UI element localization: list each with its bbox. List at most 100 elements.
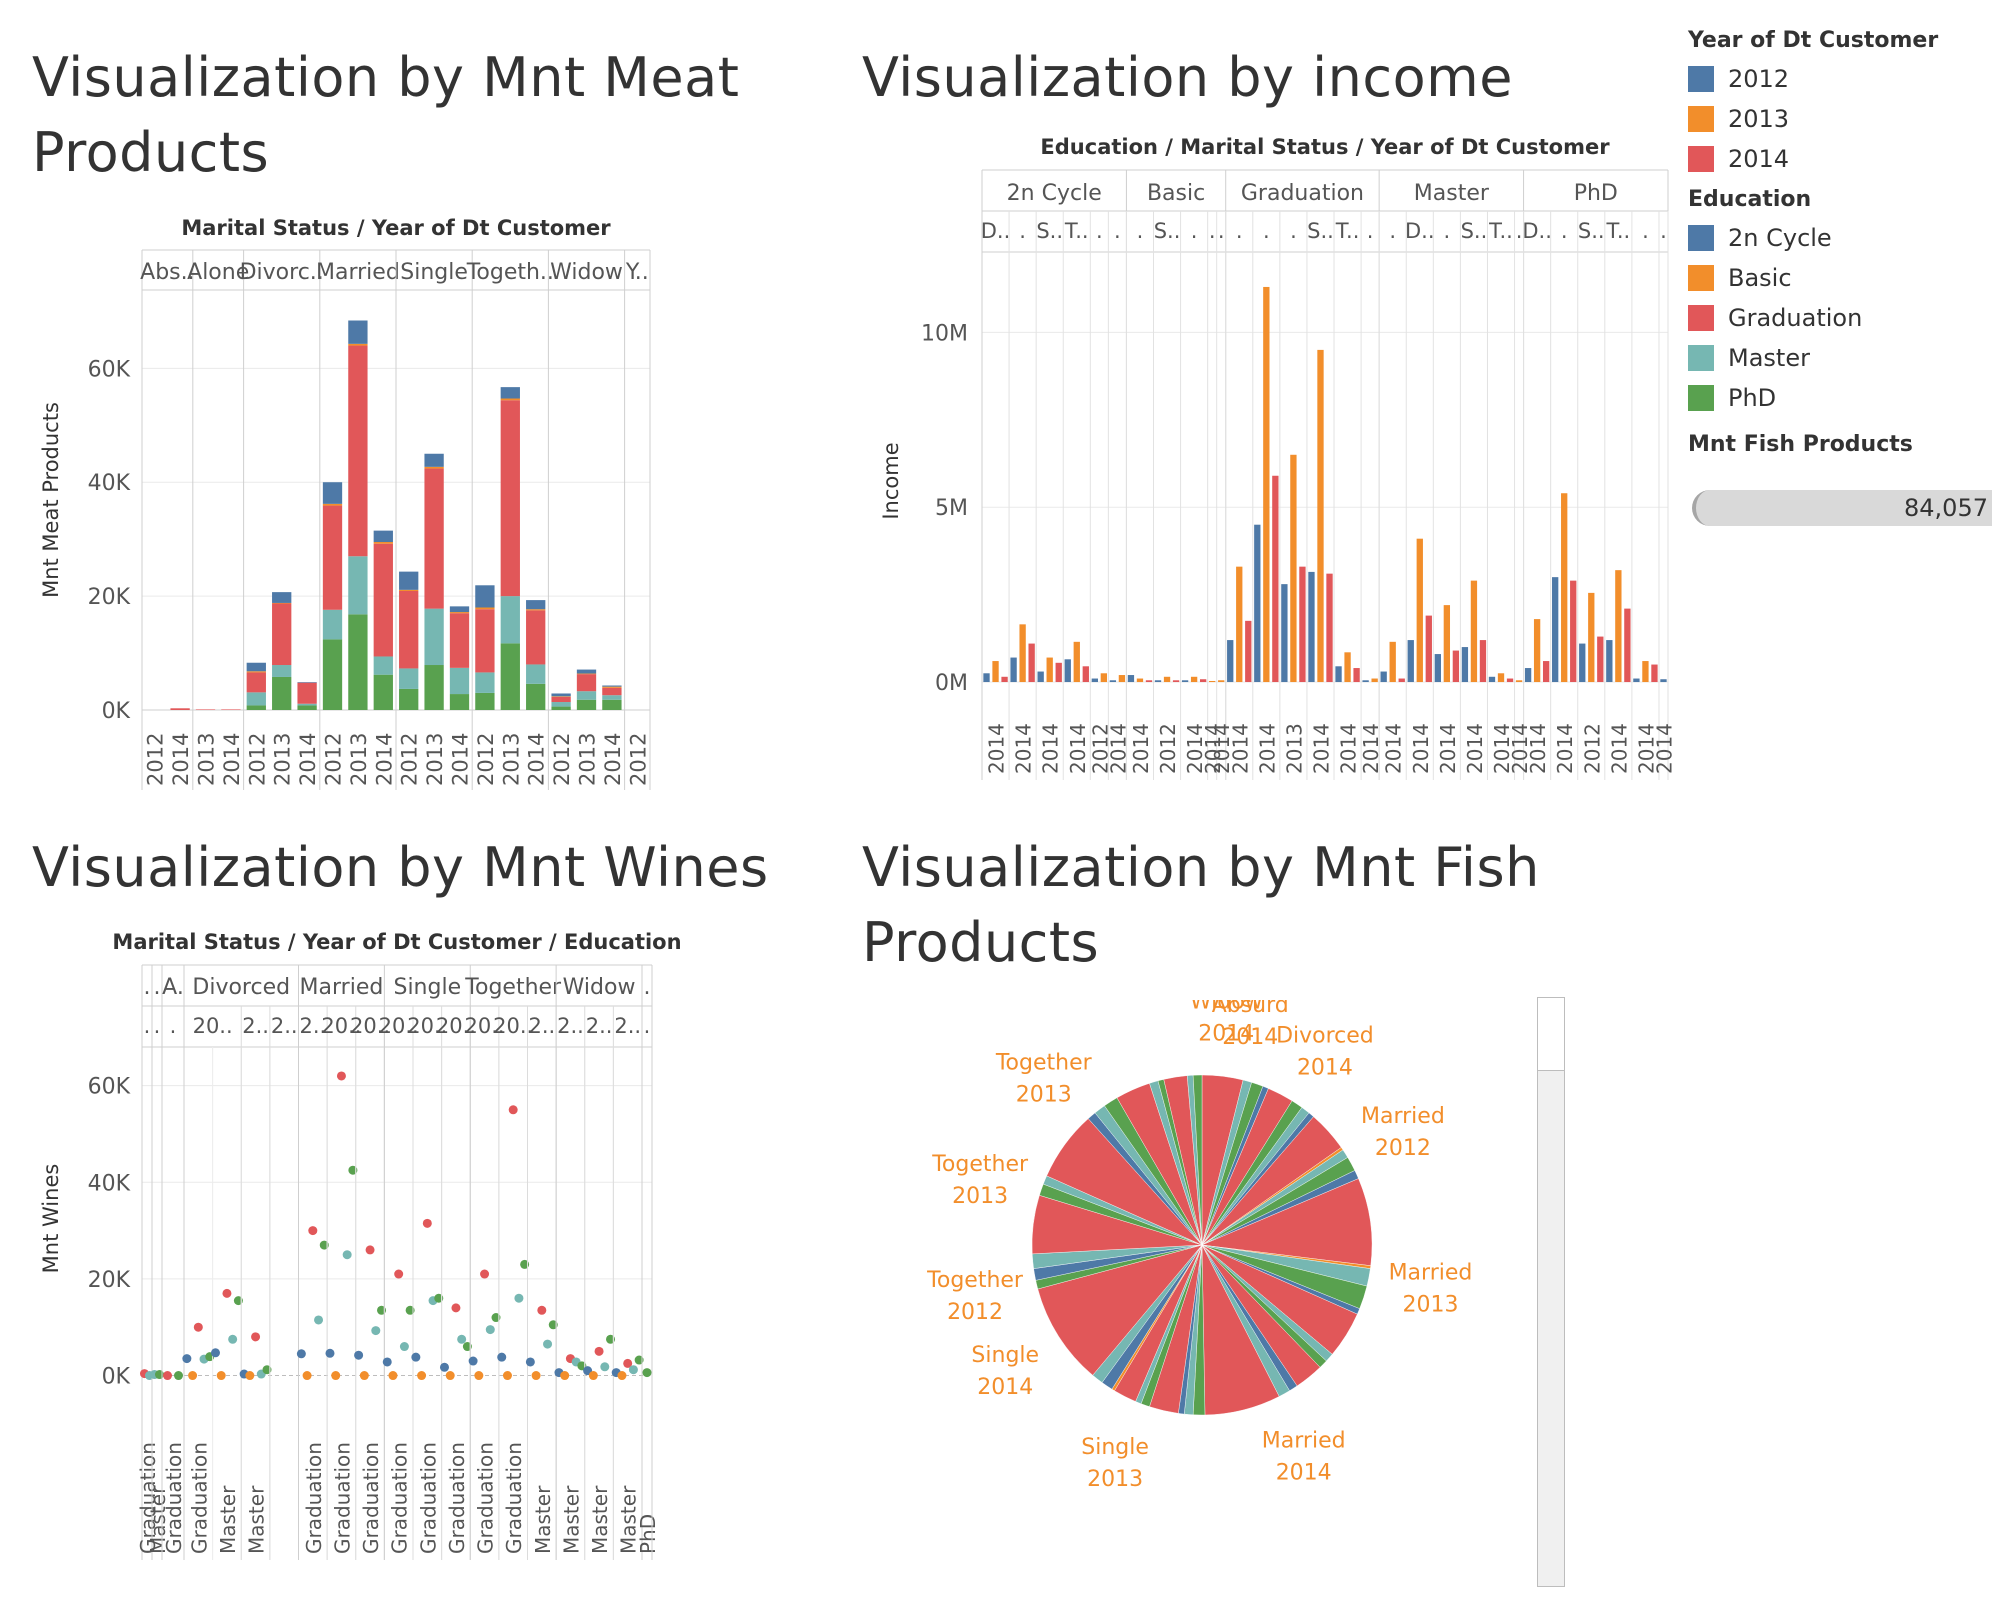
wines-x-tick: Master [559,1485,583,1554]
income-chart: Education / Marital Status / Year of Dt … [879,135,1676,780]
legend-year-title: Year of Dt Customer [1688,28,1939,53]
fish-products-filter[interactable]: 84,057 [1692,490,1992,526]
income-bar [983,673,990,683]
meat-bar-segment [373,543,393,657]
income-bar [1181,680,1189,683]
wines-point [399,1342,409,1352]
wines-point [623,1358,633,1368]
income-x-tick: 2014 [1634,723,1658,774]
income-bar [1452,650,1460,683]
meat-group-label: Single [400,260,468,285]
wines-point [514,1293,524,1303]
legend-education-label: 2n Cycle [1728,224,1832,252]
meat-bar-segment [576,691,597,700]
income-x-tick: 2014 [1508,723,1532,774]
income-bar [1236,566,1243,683]
fish-pie-label-line: Married [1262,1429,1346,1454]
meat-x-tick: 2012 [626,733,650,786]
income-status-label: . [1236,219,1243,243]
meat-x-tick: 2014 [296,733,320,786]
fish-pie-label-line: 2013 [1402,1292,1458,1317]
income-bar [1533,619,1541,683]
income-header: Education / Marital Status / Year of Dt … [1040,135,1610,159]
legend-education-swatch [1688,385,1714,411]
income-status-label: . [1263,219,1270,243]
legend-education-item[interactable]: Graduation [1688,298,1988,338]
legend-education-item[interactable]: Basic [1688,258,1988,298]
legend-education-item[interactable]: PhD [1688,378,1988,418]
income-bar [1145,680,1153,683]
income-education-label: Basic [1147,181,1205,206]
wines-chart-title: Visualization by Mnt Wines [32,836,769,899]
income-bar [1028,643,1035,683]
fish-pie-label-line: Together [995,1050,1093,1075]
pie-scrollbar[interactable] [1537,997,1565,1587]
fish-pie-slice [1192,1074,1203,1246]
meat-bar-segment [602,685,622,687]
income-bar [1488,676,1496,683]
meat-bar-segment [348,614,368,710]
legend-year-item[interactable]: 2014 [1688,139,1988,179]
income-bar [1642,661,1649,683]
wines-point [525,1357,535,1367]
wines-point [382,1357,392,1367]
wines-point [642,1368,652,1378]
income-bar [1434,654,1441,683]
income-status-label: . [1137,219,1144,243]
income-bar [1506,678,1514,683]
legend-year-item[interactable]: 2012 [1688,59,1988,99]
meat-bar-segment [195,709,216,710]
income-bar [1272,475,1279,683]
wines-year-label: 2.. [271,1014,298,1038]
meat-bar-segment [322,609,343,640]
meat-x-tick: 2013 [423,733,447,786]
meat-bar-segment [551,693,571,697]
income-bar [1055,662,1062,683]
income-bar [1263,286,1270,683]
income-bar [1624,608,1631,683]
fish-pie-label-line: 2014 [1222,1025,1278,1050]
meat-bar-segment [348,556,368,615]
legend-education-item[interactable]: 2n Cycle [1688,218,1988,258]
meat-bar-segment [424,453,444,467]
wines-x-tick: Master [146,1485,170,1554]
fish-pie-label: Divorced 2014 [1276,1023,1374,1080]
meat-x-tick: 2014 [449,733,473,786]
income-x-tick: 2014 [1607,723,1631,774]
income-x-tick: 2014 [1652,723,1676,774]
income-bar [1597,636,1604,683]
meat-bar-segment [576,674,597,692]
wines-x-tick: Master [216,1485,240,1554]
pie-scrollbar-thumb[interactable] [1538,998,1564,1071]
meat-bar-segment [576,669,597,674]
legend-year-item[interactable]: 2013 [1688,99,1988,139]
income-education-label: PhD [1574,181,1618,206]
income-bar [1552,577,1559,683]
income-status-label: . [1367,219,1374,243]
legend-fish-title: Mnt Fish Products [1688,432,1913,457]
meat-bar-segment [475,585,495,608]
wines-point [233,1296,243,1306]
wines-status-label: Divorced [192,975,290,1000]
legend-education-item[interactable]: Master [1688,338,1988,378]
fish-pie-label-line: 2014 [1297,1055,1353,1080]
wines-year-label: . [144,1014,151,1038]
wines-point [348,1165,358,1175]
income-status-label: D.. [1405,219,1435,243]
fish-pie-label-line: 2014 [1276,1461,1332,1486]
income-y-tick: 10M [921,321,968,346]
income-bar [1588,592,1595,683]
fish-pie-label: Married 2014 [1262,1429,1346,1486]
wines-y-tick: 60K [88,1075,131,1100]
fish-pie-label-line: 2013 [1016,1082,1072,1107]
wines-x-tick: Graduation [474,1442,498,1554]
wines-year-label: 20.. [321,1014,361,1038]
income-bar [1109,680,1117,683]
meat-bar-segment [373,656,393,675]
meat-x-tick: 2014 [372,733,396,786]
income-x-tick: 2014 [1436,723,1460,774]
income-bar [1317,349,1324,683]
meat-group-label: Y.. [625,260,649,285]
wines-status-label: Together [464,975,562,1000]
income-bar [1290,454,1297,683]
